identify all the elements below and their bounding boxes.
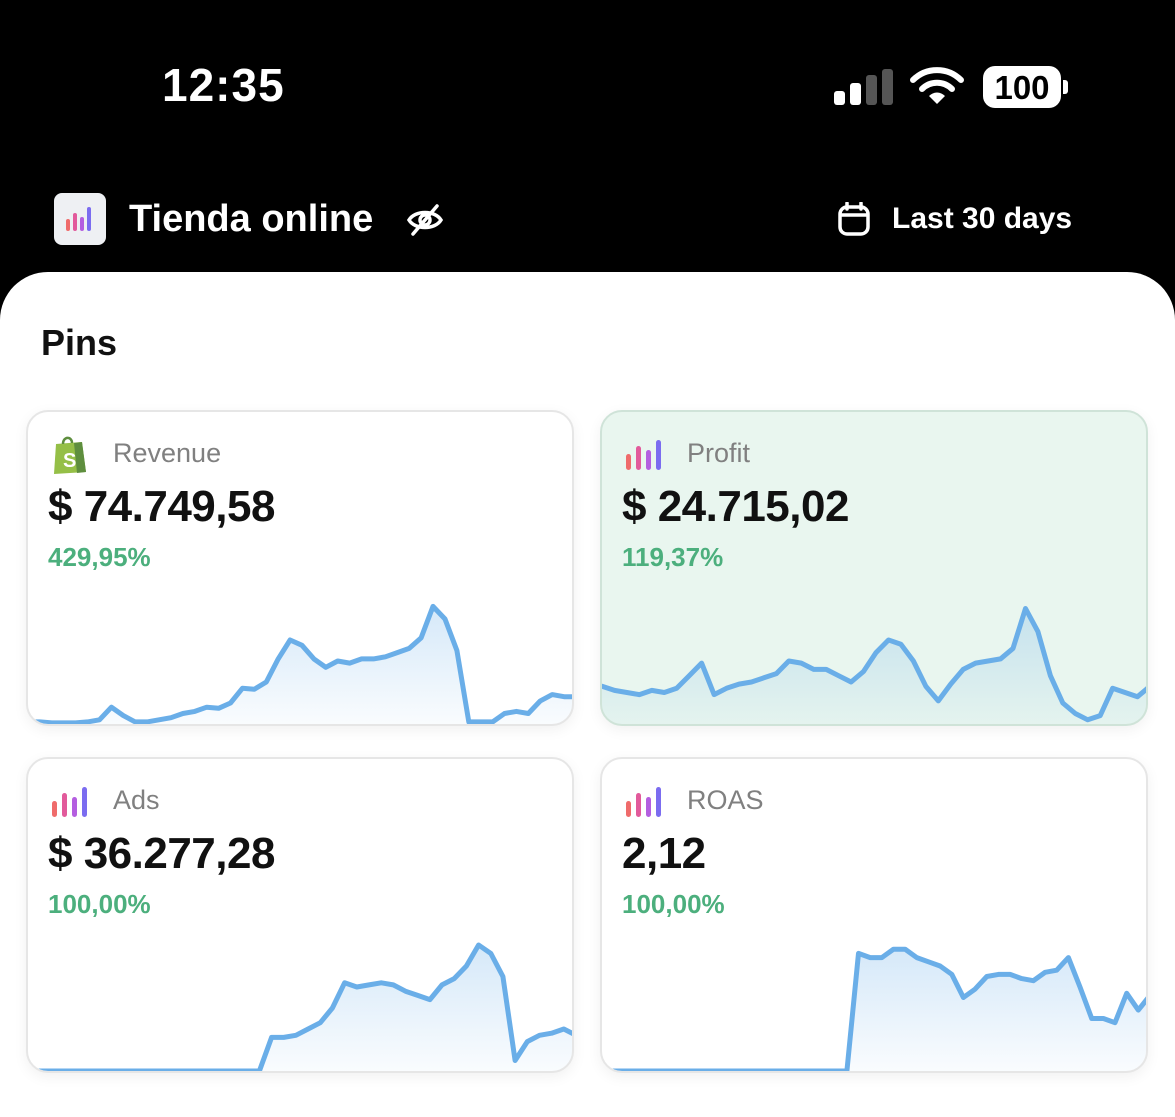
card-change: 100,00%	[622, 889, 725, 919]
sparkline-area	[602, 608, 1146, 724]
shopify-bag-icon: S	[54, 436, 86, 474]
ads-sparkline	[28, 942, 572, 1071]
app-header: Tienda online Last 30 days	[0, 170, 1175, 280]
wifi-icon	[910, 67, 964, 104]
sparkline-line	[28, 603, 572, 724]
calendar-icon[interactable]	[838, 202, 870, 236]
date-range-selector[interactable]: Last 30 days	[892, 202, 1073, 235]
battery-body	[983, 66, 1061, 108]
card-value: $ 36.277,28	[48, 829, 275, 878]
card-change: 429,95%	[48, 542, 151, 572]
card-change: 119,37%	[622, 542, 724, 572]
bar-chart-icon	[52, 787, 87, 817]
battery-indicator: 100	[983, 66, 1069, 108]
bar-chart-icon	[626, 440, 661, 470]
card-label: Ads	[113, 785, 160, 815]
sparkline-area	[602, 949, 1146, 1071]
sparkline-area	[28, 606, 572, 724]
card-label: Profit	[687, 438, 751, 468]
battery-level: 100	[994, 69, 1050, 106]
card-label: Revenue	[113, 438, 222, 468]
sparkline-area	[28, 945, 572, 1071]
status-bar: 12:35 100	[0, 0, 1175, 170]
pin-card-roas[interactable]: ROAS 2,12 100,00%	[600, 757, 1148, 1073]
status-time: 12:35	[162, 59, 285, 111]
signal-icon	[834, 69, 893, 105]
sparkline-line	[602, 606, 1146, 723]
battery-cap	[1063, 80, 1068, 94]
sparkline-line	[28, 942, 572, 1071]
card-value: $ 74.749,58	[48, 482, 275, 531]
store-name[interactable]: Tienda online	[129, 198, 374, 240]
svg-text:S: S	[63, 450, 76, 472]
section-title: Pins	[41, 322, 118, 363]
pin-card-profit[interactable]: Profit $ 24.715,02 119,37%	[600, 410, 1148, 726]
pin-card-ads[interactable]: Ads $ 36.277,28 100,00%	[26, 757, 574, 1073]
profit-sparkline	[602, 606, 1146, 724]
card-label: ROAS	[687, 785, 764, 815]
roas-sparkline	[602, 946, 1146, 1071]
card-value: $ 24.715,02	[622, 482, 849, 531]
pin-card-revenue[interactable]: S Revenue $ 74.749,58 429,95%	[26, 410, 574, 726]
bar-chart-icon	[626, 787, 661, 817]
card-value: 2,12	[622, 829, 706, 878]
pins-sheet: Pins S Revenue $ 74.749,58 429,95% Profi…	[0, 272, 1175, 1117]
card-change: 100,00%	[48, 889, 151, 919]
sparkline-line	[602, 946, 1146, 1071]
store-logo-icon[interactable]	[54, 193, 106, 245]
eye-off-icon[interactable]	[405, 202, 445, 238]
revenue-sparkline	[28, 603, 572, 724]
